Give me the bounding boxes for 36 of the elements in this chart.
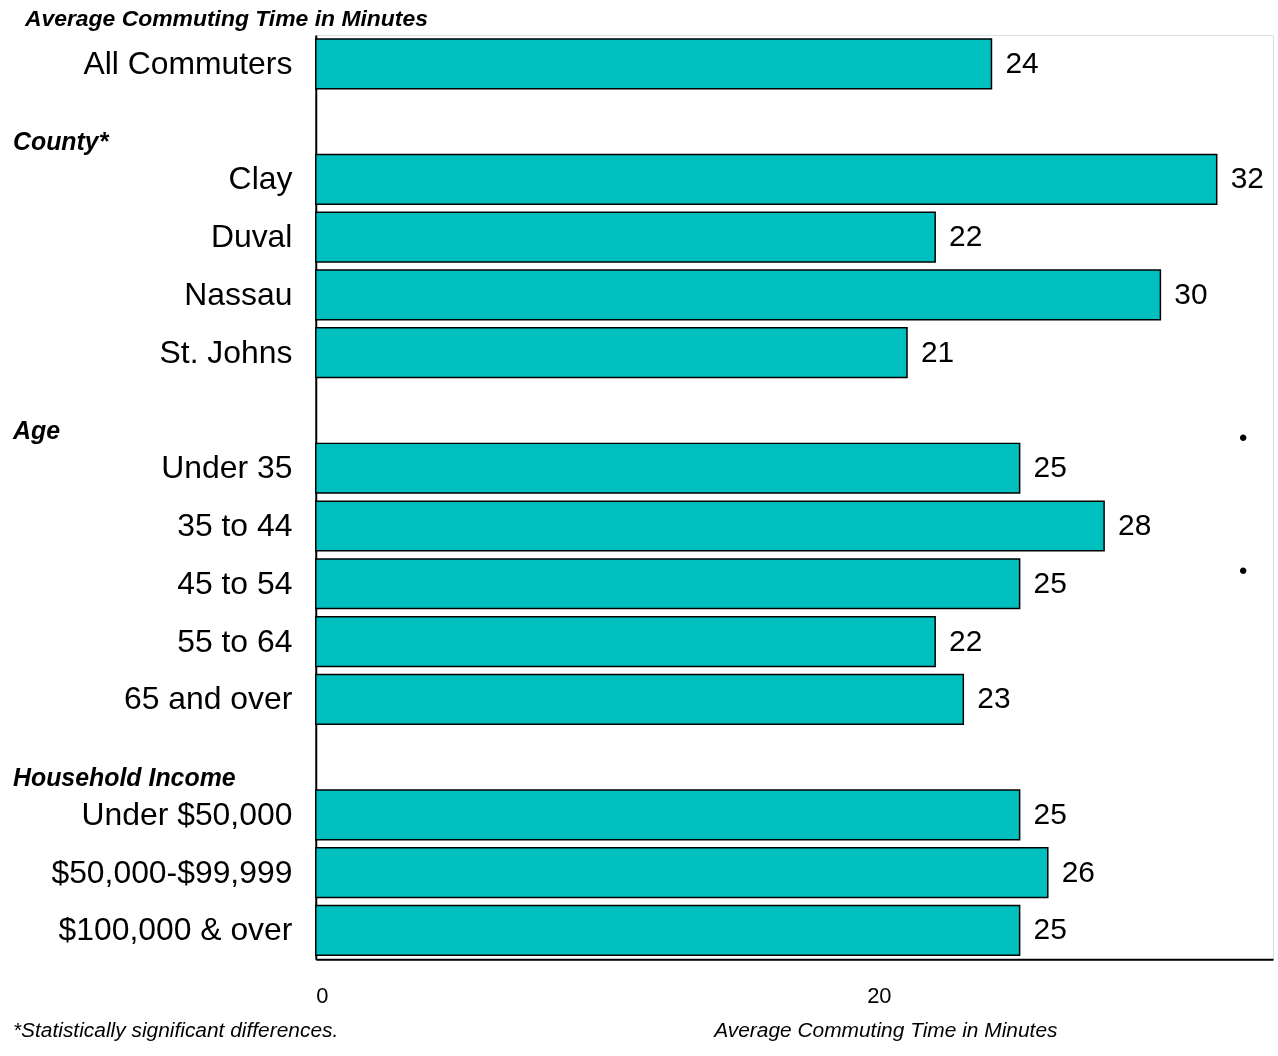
text: Age bbox=[11, 416, 61, 445]
y-tick-label: 55 to 64 bbox=[177, 622, 293, 659]
data-label: 32 bbox=[1230, 161, 1264, 195]
y-tick-label: 65 and over bbox=[124, 680, 293, 717]
y-tick-label: Nassau bbox=[184, 275, 293, 312]
y-tick-label: St. Johns bbox=[159, 333, 293, 370]
data-label: 26 bbox=[1061, 854, 1095, 888]
y-tick-label: Duval bbox=[210, 218, 293, 255]
y-tick-label: Under 35 bbox=[161, 449, 293, 486]
y-tick-label: Clay bbox=[228, 160, 293, 197]
y-tick-label: 45 to 54 bbox=[177, 564, 293, 601]
data-label: 22 bbox=[949, 623, 983, 657]
data-label: 30 bbox=[1174, 276, 1208, 310]
text: *Statistically significant differences. bbox=[12, 1017, 339, 1041]
x-axis-title: Average Commuting Time in Minutes bbox=[712, 1018, 1059, 1042]
text: Household Income bbox=[12, 762, 236, 791]
x-tick-label: 20 bbox=[867, 982, 892, 1008]
data-label: 25 bbox=[1033, 565, 1067, 599]
data-label: 23 bbox=[977, 681, 1011, 715]
x-tick-label: 0 bbox=[316, 982, 329, 1008]
annotation: • bbox=[1238, 424, 1248, 452]
y-tick-label: Under $50,000 bbox=[81, 795, 293, 832]
data-label: 24 bbox=[1005, 45, 1039, 79]
data-label: 22 bbox=[949, 219, 983, 253]
y-tick-label: $100,000 & over bbox=[58, 911, 293, 948]
data-label: 25 bbox=[1033, 450, 1067, 484]
data-label: 21 bbox=[920, 334, 955, 368]
y-tick-label: All Commuters bbox=[83, 44, 293, 81]
data-label: 25 bbox=[1033, 796, 1067, 830]
text: County* bbox=[12, 127, 110, 156]
annotation: • bbox=[1238, 557, 1248, 585]
data-label: 25 bbox=[1033, 912, 1067, 946]
data-label: 28 bbox=[1118, 507, 1152, 541]
y-tick-label: 35 to 44 bbox=[177, 506, 293, 543]
y-tick-label: $50,000-$99,999 bbox=[51, 853, 293, 890]
chart-title: Average Commuting Time in Minutes bbox=[23, 4, 428, 31]
